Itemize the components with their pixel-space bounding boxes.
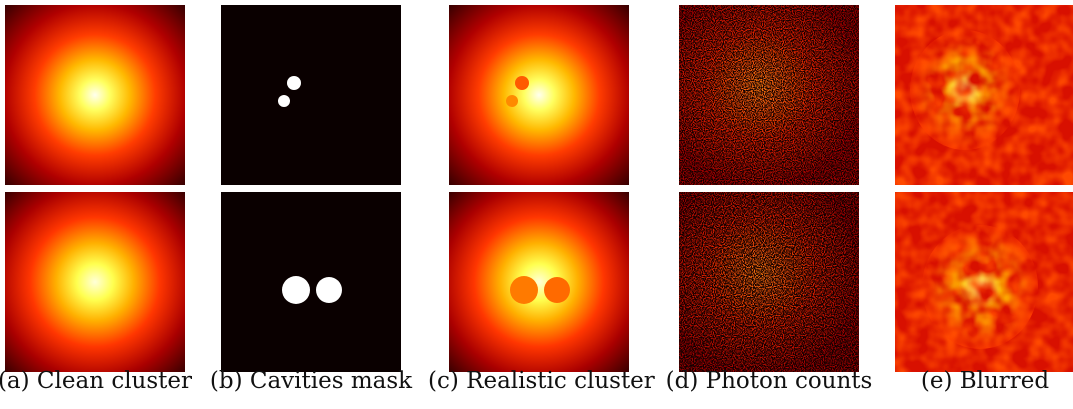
photon-counts-image-2 — [679, 192, 859, 372]
caption-realistic-cluster: (c) Realistic cluster — [428, 368, 655, 394]
blurred-image-1 — [895, 5, 1073, 185]
caption-cavities-mask: (b) Cavities mask — [209, 368, 413, 394]
realistic-cluster-image-1 — [449, 5, 629, 185]
blurred-image-2 — [895, 192, 1073, 372]
caption-photon-counts: (d) Photon counts — [665, 368, 873, 394]
cavity-1 — [287, 76, 301, 90]
cavity-2 — [278, 95, 290, 107]
realistic-cluster-image-2 — [449, 192, 629, 372]
clean-cluster-image-2 — [5, 192, 185, 372]
photon-counts-image-1 — [679, 5, 859, 185]
cavities-mask-image-2 — [221, 192, 401, 372]
caption-clean-cluster: (a) Clean cluster — [0, 368, 193, 394]
cavity-3 — [282, 276, 310, 304]
clean-cluster-image-1 — [5, 5, 185, 185]
cavities-mask-image-1 — [221, 5, 401, 185]
caption-blurred: (e) Blurred — [920, 368, 1050, 394]
cavity-4 — [316, 277, 342, 303]
